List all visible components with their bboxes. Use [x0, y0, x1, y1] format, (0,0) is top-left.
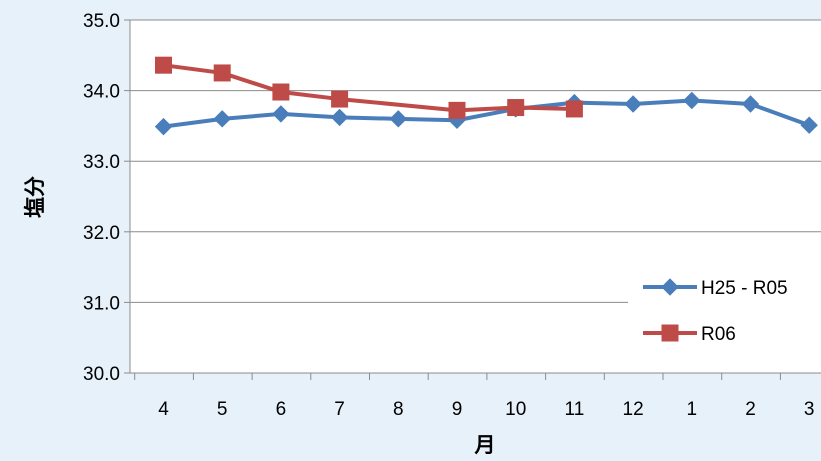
y-tick-label: 30.0 [83, 364, 120, 385]
data-point-square [661, 324, 679, 342]
data-point-diamond [330, 108, 349, 127]
x-tick-label: 12 [623, 399, 644, 420]
data-point-diamond [800, 116, 818, 134]
y-tick-label: 33.0 [83, 152, 120, 173]
y-tick-label: 32.0 [83, 223, 120, 244]
data-point-diamond [683, 91, 701, 110]
data-point-square [155, 56, 172, 74]
data-point-square [213, 64, 231, 82]
y-tick-label: 34.0 [83, 82, 120, 103]
legend-label: H25 - R05 [701, 278, 788, 299]
y-tick-label: 35.0 [83, 11, 120, 32]
x-tick-label: 3 [804, 399, 815, 420]
legend-label: R06 [701, 324, 736, 345]
x-tick-label: 9 [452, 399, 463, 420]
data-point-diamond [661, 278, 679, 296]
legend-box [628, 262, 821, 354]
x-tick-label: 5 [217, 399, 228, 420]
data-point-diamond [154, 117, 173, 136]
x-tick-label: 6 [276, 399, 287, 420]
data-point-square [448, 101, 466, 119]
data-point-diamond [213, 110, 231, 128]
x-tick-label: 8 [393, 399, 404, 420]
y-axis-title: 塩分 [23, 176, 47, 218]
data-point-diamond [624, 95, 642, 113]
series-lines [154, 56, 818, 136]
data-point-diamond [389, 110, 408, 128]
x-tick-label: 2 [745, 399, 756, 420]
data-point-square [565, 100, 583, 118]
x-tick-label: 11 [565, 399, 585, 420]
x-tick-label: 1 [687, 399, 698, 420]
data-point-diamond [741, 95, 760, 113]
legend: H25 - R05 R06 [628, 262, 821, 354]
data-point-square [331, 90, 349, 108]
x-tick-label: 7 [334, 399, 345, 420]
axes: 30.031.032.033.034.035.04 5 6 7 8 9 10 11 12 1 2 3 [83, 11, 821, 420]
data-point-diamond [272, 105, 290, 123]
x-axis-title: 月 [474, 433, 496, 457]
data-point-square [272, 83, 290, 101]
x-tick-label: 10 [505, 399, 526, 420]
y-tick-label: 31.0 [83, 293, 120, 314]
series-line-0 [161, 98, 812, 129]
x-tick-label: 4 [158, 399, 169, 420]
data-point-square [507, 99, 525, 117]
